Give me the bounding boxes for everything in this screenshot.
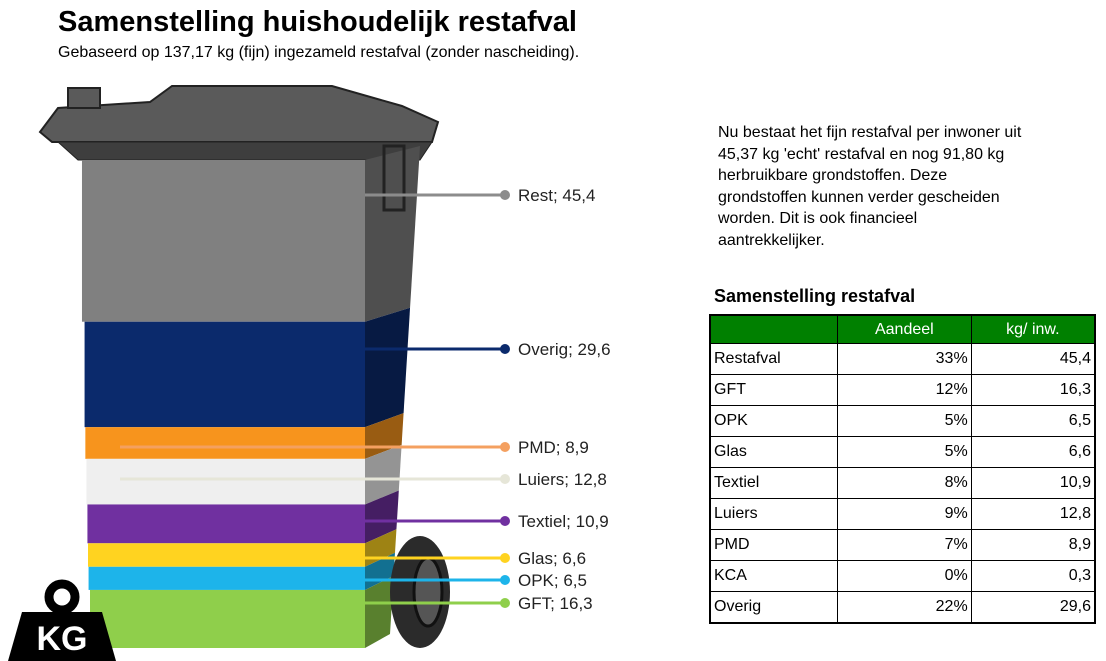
bin-segment — [87, 504, 366, 544]
weight-label: KG — [37, 620, 88, 658]
paragraph: Nu bestaat het fijn restafval per inwone… — [718, 122, 1021, 251]
bin-segment-side — [365, 307, 411, 428]
table-row: KCA 0% 0,3 — [709, 560, 1096, 592]
leader-dot — [500, 344, 510, 354]
table-cell: KCA — [709, 560, 838, 592]
leader-dot — [500, 190, 510, 200]
table-cell: 6,5 — [970, 405, 1096, 437]
table-cell: 22% — [837, 591, 972, 624]
bin-segment-side — [365, 575, 394, 648]
table-row: PMD 7% 8,9 — [709, 529, 1096, 561]
paragraph-line: Nu bestaat het fijn restafval per inwone… — [718, 124, 1022, 141]
bin-hinge — [67, 87, 101, 109]
bin-segment-side — [365, 444, 402, 505]
table-cell: Overig — [709, 591, 838, 624]
bin-handle — [382, 144, 406, 212]
bin-segment — [85, 427, 365, 459]
header-cell: kg/ inw. — [970, 314, 1096, 344]
table-cell: 9% — [837, 498, 972, 530]
table-cell: 8,9 — [970, 529, 1096, 561]
table-cell: 7% — [837, 529, 972, 561]
segment-label: PMD; 8,9 — [518, 438, 589, 457]
leader-dot — [500, 442, 510, 452]
labels: Rest; 45,4 Overig; 29,6 PMD; 8,9 Luiers; 12… — [120, 186, 611, 613]
table-row: GFT 12% 16,3 — [709, 374, 1096, 406]
paragraph-line: worden. Dit is ook financieel — [718, 210, 918, 227]
paragraph-line: aantrekkelijker. — [718, 231, 825, 249]
subtitle: Gebaseerd op 137,17 kg (fijn) ingezameld… — [58, 44, 580, 61]
bin-segment — [84, 321, 366, 428]
table-row: Luiers 9% 12,8 — [709, 498, 1096, 530]
table-cell: 12,8 — [970, 498, 1096, 530]
segment-label: Glas; 6,6 — [518, 549, 586, 568]
leader-dot — [500, 474, 510, 484]
table-cell: Glas — [709, 436, 838, 468]
table-cell: PMD — [709, 529, 838, 561]
table-cell: GFT — [709, 374, 838, 406]
bin-segment — [88, 566, 365, 590]
bin-rim — [56, 141, 433, 161]
leader-dot — [500, 598, 510, 608]
table-cell: Luiers — [709, 498, 838, 530]
leader-dot — [500, 575, 510, 585]
table-row: Overig 22% 29,6 — [709, 591, 1096, 624]
bin-segment — [90, 589, 365, 648]
bin-segment-side — [365, 146, 420, 322]
leader-dot — [500, 516, 510, 526]
table-cell: OPK — [709, 405, 838, 437]
segment-label: Textiel; 10,9 — [518, 512, 609, 531]
bin-chart: Rest; 45,4 Overig; 29,6 PMD; 8,9 Luiers; 12… — [8, 85, 611, 661]
table-cell: 33% — [837, 343, 972, 375]
weight-icon — [8, 612, 116, 661]
header-cell: Aandeel — [837, 314, 972, 344]
segment-label: GFT; 16,3 — [518, 594, 593, 613]
table-cell: 45,4 — [970, 343, 1096, 375]
table-cell: 10,9 — [970, 467, 1096, 499]
segments — [81, 146, 420, 648]
table-cell: Restafval — [709, 343, 838, 375]
bin-segment-side — [365, 490, 399, 544]
table-cell: 8% — [837, 467, 972, 499]
header-row: Aandeel kg/ inw. — [709, 314, 1096, 344]
segment-label: Rest; 45,4 — [518, 186, 596, 205]
table-title: Samenstelling restafval — [714, 286, 916, 306]
table-cell: 0% — [837, 560, 972, 592]
table-cell: 0,3 — [970, 560, 1096, 592]
paragraph-line: grondstoffen kunnen verder gescheiden — [718, 188, 1000, 206]
table: Aandeel kg/ inw. Restafval 33% 45,4 GFT 12% 16,… — [709, 314, 1096, 624]
table-cell: 29,6 — [970, 591, 1096, 624]
bin-segment — [88, 543, 365, 567]
bin-segment — [81, 160, 366, 322]
leader-dot — [500, 553, 510, 563]
header-cell — [709, 314, 838, 344]
title: Samenstelling huishoudelijk restafval — [58, 6, 577, 38]
segment-label: Overig; 29,6 — [518, 340, 611, 359]
bin-segment — [86, 458, 366, 505]
table-cell: 5% — [837, 405, 972, 437]
table-row: OPK 5% 6,5 — [709, 405, 1096, 437]
table-cell: 16,3 — [970, 374, 1096, 406]
table-cell: Textiel — [709, 467, 838, 499]
table-row: Restafval 33% 45,4 — [709, 343, 1096, 375]
segment-label: Luiers; 12,8 — [518, 470, 607, 489]
segment-label: OPK; 6,5 — [518, 571, 587, 590]
paragraph-line: 45,37 kg 'echt' restafval en nog 91,80 k… — [718, 145, 1005, 163]
table-cell: 12% — [837, 374, 972, 406]
table-cell: 5% — [837, 436, 972, 468]
paragraph-line: herbruikbare grondstoffen. Deze — [718, 167, 948, 184]
table-row: Glas 5% 6,6 — [709, 436, 1096, 468]
table-row: Textiel 8% 10,9 — [709, 467, 1096, 499]
wheel-hub — [412, 556, 444, 628]
table-cell: 6,6 — [970, 436, 1096, 468]
weight-ring — [44, 579, 80, 615]
